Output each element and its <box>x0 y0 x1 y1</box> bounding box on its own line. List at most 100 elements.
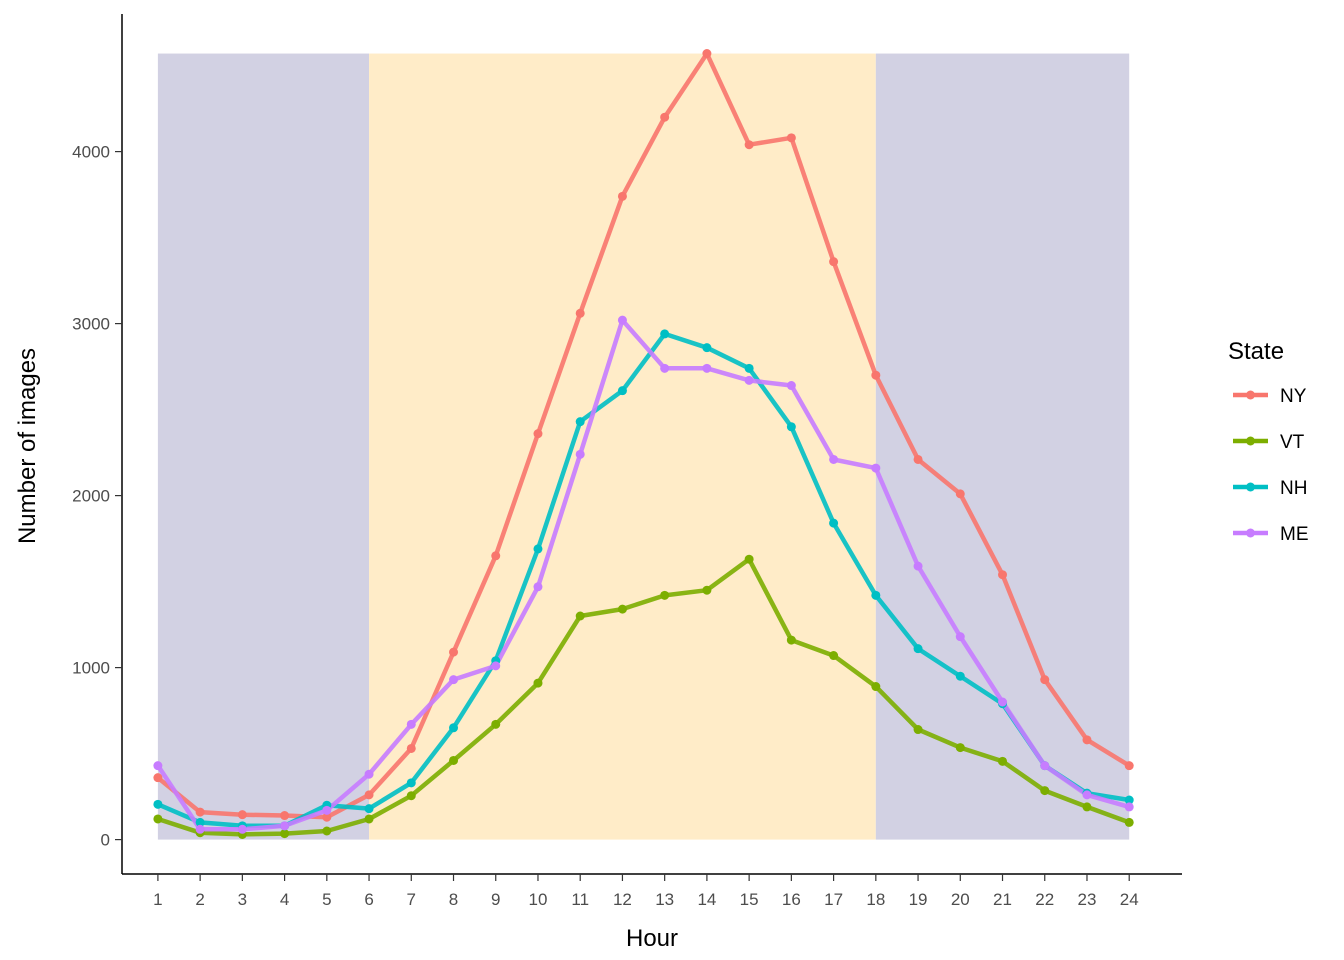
point-ny-16 <box>786 133 796 143</box>
point-me-7 <box>406 719 416 729</box>
series-line-me <box>155 317 1132 832</box>
x-tick-label-3: 3 <box>238 890 247 909</box>
point-ny-14 <box>702 49 712 59</box>
point-vt-19 <box>913 725 923 735</box>
point-nh-14 <box>702 343 712 353</box>
point-ny-13 <box>660 112 670 122</box>
x-tick-label-12: 12 <box>613 890 632 909</box>
point-vt-1 <box>153 814 163 824</box>
point-nh-16 <box>786 422 796 432</box>
point-vt-8 <box>449 755 459 765</box>
point-vt-5 <box>322 826 332 836</box>
y-tick-label-1000: 1000 <box>72 659 110 678</box>
point-me-6 <box>364 769 374 779</box>
x-tick-label-2: 2 <box>195 890 204 909</box>
point-me-13 <box>660 363 670 373</box>
point-me-16 <box>786 381 796 391</box>
legend-items: NY VT NH ME <box>1233 386 1309 545</box>
legend-label-ny: NY <box>1280 386 1307 407</box>
point-ny-12 <box>617 191 627 201</box>
point-nh-15 <box>744 363 754 373</box>
x-tick-label-22: 22 <box>1035 890 1054 909</box>
point-vt-21 <box>998 756 1008 766</box>
x-tick-label-16: 16 <box>782 890 801 909</box>
band-3 <box>875 53 1130 840</box>
point-ny-15 <box>744 140 754 150</box>
point-me-1 <box>153 761 163 771</box>
x-tick-label-8: 8 <box>449 890 458 909</box>
point-nh-20 <box>955 671 965 681</box>
point-ny-5 <box>322 812 332 822</box>
point-me-8 <box>449 675 459 685</box>
point-vt-23 <box>1082 802 1092 812</box>
point-me-10 <box>533 582 543 592</box>
point-vt-6 <box>364 814 374 824</box>
point-me-15 <box>744 375 754 385</box>
point-ny-17 <box>829 257 839 267</box>
point-ny-22 <box>1040 675 1050 685</box>
point-vt-14 <box>702 585 712 595</box>
x-tick-label-19: 19 <box>909 890 928 909</box>
band-1 <box>157 53 370 840</box>
legend-marker-me <box>1246 528 1255 538</box>
legend-label-me: ME <box>1280 524 1309 545</box>
x-tick-label-23: 23 <box>1078 890 1097 909</box>
point-nh-13 <box>660 329 670 339</box>
x-tick-label-17: 17 <box>824 890 843 909</box>
point-nh-24 <box>1124 795 1134 805</box>
point-me-20 <box>955 632 965 642</box>
band-2 <box>369 53 876 840</box>
y-tick-label-2000: 2000 <box>72 487 110 506</box>
legend-marker-vt <box>1246 436 1255 446</box>
x-tick-label-24: 24 <box>1120 890 1139 909</box>
point-me-14 <box>702 363 712 373</box>
x-tick-label-5: 5 <box>322 890 331 909</box>
x-axis-ticks: 1 2 3 4 5 6 7 8 9 10 11 12 13 14 15 16 17 18 19 20 21 22 23 24 <box>153 874 1139 909</box>
point-vt-17 <box>829 651 839 661</box>
legend-label-nh: NH <box>1280 478 1307 499</box>
point-ny-2 <box>195 807 205 817</box>
point-ny-7 <box>406 743 416 753</box>
point-me-18 <box>871 463 881 473</box>
point-vt-10 <box>533 678 543 688</box>
x-tick-label-7: 7 <box>407 890 416 909</box>
point-vt-18 <box>871 682 881 692</box>
legend-marker-ny <box>1246 390 1255 400</box>
point-nh-2 <box>195 817 205 827</box>
x-tick-label-20: 20 <box>951 890 970 909</box>
legend-marker-nh <box>1246 482 1255 492</box>
x-tick-label-1: 1 <box>153 890 162 909</box>
x-tick-label-10: 10 <box>529 890 548 909</box>
point-me-24 <box>1124 802 1134 812</box>
point-ny-1 <box>153 773 163 783</box>
point-ny-11 <box>575 308 585 318</box>
point-me-5 <box>322 805 332 815</box>
point-nh-19 <box>913 644 923 654</box>
point-nh-8 <box>449 723 459 733</box>
point-nh-17 <box>829 518 839 528</box>
point-ny-21 <box>998 570 1008 580</box>
point-me-17 <box>829 454 839 464</box>
point-vt-9 <box>491 719 501 729</box>
y-axis-title: Number of images <box>14 348 41 544</box>
point-nh-1 <box>153 799 163 809</box>
point-me-4 <box>280 821 290 831</box>
y-axis-ticks: 0 1000 2000 3000 4000 <box>72 143 122 850</box>
point-vt-20 <box>955 743 965 753</box>
point-ny-18 <box>871 370 881 380</box>
background-bands <box>157 53 1130 840</box>
point-me-23 <box>1082 790 1092 800</box>
point-ny-6 <box>364 790 374 800</box>
x-tick-label-13: 13 <box>655 890 674 909</box>
point-nh-11 <box>575 417 585 427</box>
axes: 1 2 3 4 5 6 7 8 9 10 11 12 13 14 15 16 17 18 19 20 21 22 23 24 … <box>72 14 1182 909</box>
point-ny-9 <box>491 551 501 561</box>
point-ny-8 <box>449 647 459 657</box>
series-lines <box>155 51 1132 837</box>
point-ny-20 <box>955 489 965 499</box>
legend-label-vt: VT <box>1280 432 1305 453</box>
point-ny-24 <box>1124 761 1134 771</box>
point-nh-7 <box>406 778 416 788</box>
point-vt-13 <box>660 590 670 600</box>
